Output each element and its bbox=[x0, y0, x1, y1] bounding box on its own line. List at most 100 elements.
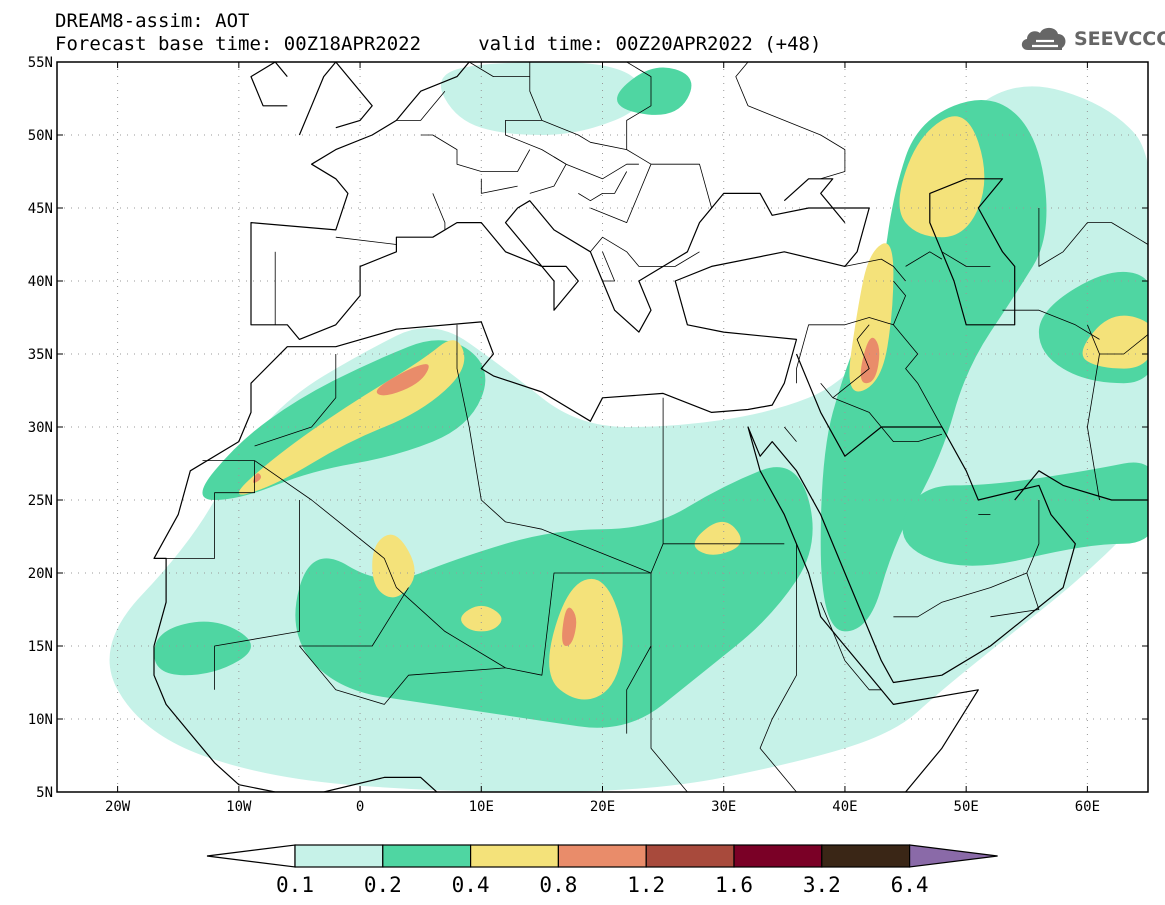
lon-label: 20E bbox=[590, 799, 615, 815]
country-border bbox=[432, 193, 446, 230]
lat-label: 15N bbox=[28, 639, 53, 655]
country-border bbox=[905, 251, 943, 267]
country-border bbox=[941, 251, 991, 267]
cloud-icon bbox=[1021, 27, 1066, 50]
aot-level-2-region-3 bbox=[461, 605, 502, 632]
country-border bbox=[1026, 500, 1040, 574]
coastline bbox=[929, 178, 1016, 326]
country-border bbox=[650, 646, 689, 792]
lat-label: 35N bbox=[28, 347, 53, 363]
longitude-labels: 20W 10W 0 10E 20E 30E 40E 50E 60E bbox=[105, 799, 1100, 815]
colorbar-segment bbox=[382, 844, 472, 868]
country-border bbox=[844, 258, 906, 282]
colorbar-level-label: 6.4 bbox=[891, 873, 929, 897]
country-border bbox=[420, 134, 531, 172]
country-border bbox=[590, 236, 700, 267]
coastline bbox=[298, 62, 373, 136]
lat-label: 45N bbox=[28, 201, 53, 217]
aot-level-1-region-1 bbox=[295, 467, 813, 728]
country-border bbox=[505, 120, 627, 194]
aot-level-1-region-3 bbox=[820, 99, 1047, 632]
country-border bbox=[553, 156, 639, 180]
lat-label: 20N bbox=[28, 566, 53, 582]
colorbar-level-label: 1.6 bbox=[715, 873, 753, 897]
lat-label: 50N bbox=[28, 128, 53, 144]
aot-level-2-region-6 bbox=[899, 116, 985, 238]
coastlines-borders bbox=[153, 62, 1148, 792]
colorbar-segment bbox=[294, 844, 384, 868]
lon-label: 0 bbox=[356, 799, 364, 815]
colorbar-labels: 0.1 0.2 0.4 0.8 1.2 1.6 3.2 6.4 bbox=[276, 873, 929, 897]
country-border bbox=[602, 251, 615, 282]
country-border bbox=[254, 460, 652, 734]
lon-label: 10W bbox=[226, 799, 252, 815]
country-border bbox=[1002, 309, 1100, 340]
lat-label: 10N bbox=[28, 712, 53, 728]
colorbar-segment bbox=[645, 844, 735, 868]
logo-text: SEEVCCC bbox=[1074, 28, 1165, 50]
axis-ticks bbox=[57, 61, 1148, 793]
colorbar-segment bbox=[557, 844, 647, 868]
country-border bbox=[299, 587, 506, 705]
country-border bbox=[747, 105, 846, 180]
map-subtitle-times: Forecast base time: 00Z18APR2022 valid t… bbox=[55, 33, 822, 55]
country-border bbox=[480, 178, 518, 194]
seevccc-logo: SEEVCCC bbox=[1018, 22, 1165, 56]
colorbar-level-label: 0.1 bbox=[276, 873, 314, 897]
country-border bbox=[254, 354, 337, 447]
country-border bbox=[626, 62, 652, 165]
country-border bbox=[783, 426, 797, 442]
lon-label: 50E bbox=[954, 799, 979, 815]
country-border bbox=[154, 460, 255, 559]
country-border bbox=[578, 171, 628, 202]
colorbar-segment bbox=[470, 844, 560, 868]
aot-level-3-region-3 bbox=[253, 473, 262, 483]
aot-level-3-region-1 bbox=[562, 607, 577, 646]
country-border bbox=[396, 90, 446, 121]
aot-level-3-region-0 bbox=[376, 364, 429, 396]
colorbar-high-arrow bbox=[908, 844, 998, 868]
colorbar-segment bbox=[821, 844, 911, 868]
aot-level-2-region-5 bbox=[849, 243, 894, 392]
coastline bbox=[153, 646, 438, 792]
aot-map: 55N 50N 45N 40N 35N 30N 25N 20N 15N 10N 5N 20W 10W 0… bbox=[28, 55, 1149, 815]
lat-label: 30N bbox=[28, 420, 53, 436]
country-border bbox=[468, 62, 530, 77]
colorbar: 0.1 0.2 0.4 0.8 1.2 1.6 3.2 6.4 bbox=[206, 844, 998, 897]
coastline bbox=[783, 178, 846, 223]
lon-label: 10E bbox=[469, 799, 494, 815]
country-border bbox=[759, 543, 797, 792]
lat-label: 55N bbox=[28, 55, 53, 71]
aot-level-2-region-4 bbox=[694, 521, 741, 555]
coastline bbox=[1014, 470, 1148, 501]
lat-label: 40N bbox=[28, 274, 53, 290]
country-border bbox=[796, 280, 906, 384]
country-border bbox=[820, 382, 943, 442]
latitude-labels: 55N 50N 45N 40N 35N 30N 25N 20N 15N 10N 5N bbox=[28, 55, 53, 801]
aot-level-2-region-2 bbox=[372, 534, 415, 598]
country-border bbox=[735, 62, 749, 106]
country-border bbox=[1038, 208, 1148, 267]
lon-label: 20W bbox=[105, 799, 131, 815]
country-border bbox=[214, 500, 300, 690]
aot-level-1-region-6 bbox=[617, 67, 692, 115]
map-title: DREAM8-assim: AOT bbox=[55, 10, 250, 32]
lon-label: 30E bbox=[711, 799, 736, 815]
country-border bbox=[1087, 324, 1100, 501]
aot-level-1-region-5 bbox=[902, 462, 1148, 566]
country-border bbox=[893, 324, 943, 428]
colorbar-level-label: 3.2 bbox=[803, 873, 841, 897]
country-border bbox=[529, 62, 543, 121]
country-border bbox=[335, 236, 397, 245]
coastline bbox=[250, 62, 288, 107]
aot-shading bbox=[109, 62, 1148, 792]
country-border bbox=[832, 324, 870, 399]
colorbar-low-arrow bbox=[206, 844, 296, 868]
country-border bbox=[893, 572, 1040, 618]
country-border bbox=[456, 324, 470, 428]
colorbar-level-label: 0.2 bbox=[364, 873, 402, 897]
colorbar-level-label: 0.8 bbox=[539, 873, 577, 897]
lat-label: 25N bbox=[28, 493, 53, 509]
country-border bbox=[820, 602, 882, 691]
lon-label: 60E bbox=[1075, 799, 1100, 815]
